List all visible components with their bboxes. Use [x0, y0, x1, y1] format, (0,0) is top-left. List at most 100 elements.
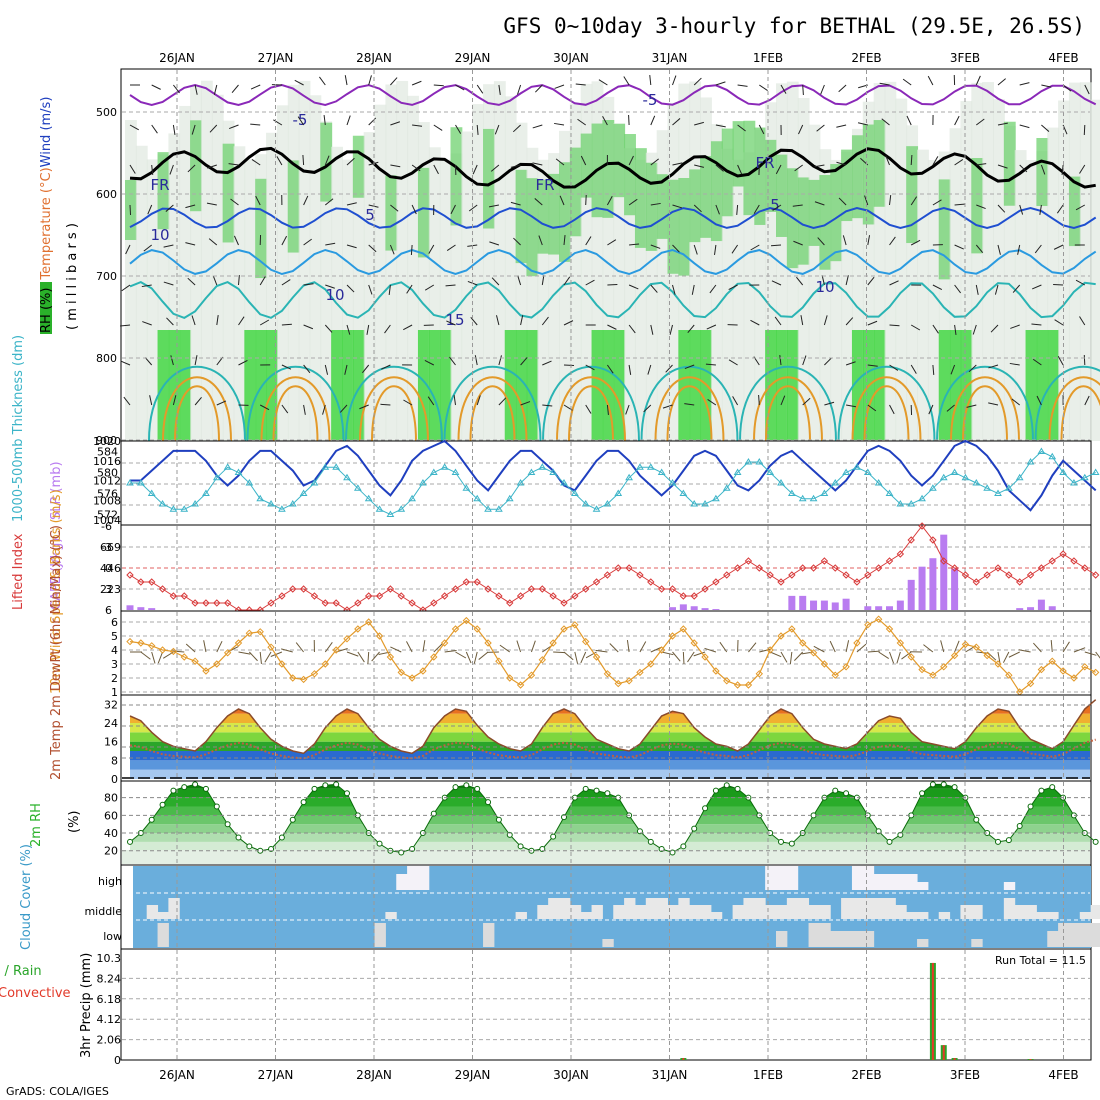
slp-frame — [121, 441, 1091, 525]
cloud-mid-block — [581, 912, 592, 919]
cloud-low-block — [602, 939, 613, 947]
cloud-low-block — [1047, 931, 1058, 947]
cloud-mid-block — [635, 905, 646, 919]
y-tick-label: 4.12 — [97, 1013, 122, 1026]
wind-barb — [434, 85, 444, 86]
cloud-high-block — [852, 866, 863, 890]
thickness-marker — [1093, 470, 1099, 475]
rh-marker — [833, 788, 838, 793]
cloud-high-block — [895, 874, 906, 890]
cape-bar — [919, 567, 926, 610]
y-tick-label: 5 — [111, 630, 118, 643]
rh-band-bright — [874, 330, 886, 440]
wind10m-barb — [1096, 652, 1100, 662]
rh-band-bright — [689, 330, 701, 440]
cape-li-panel: -6-3036669446223 Lifted Index CAPE (J/kg… — [11, 520, 1099, 617]
y-tick-label: 3 — [111, 658, 118, 671]
cloud-high-block — [874, 874, 885, 890]
rh2m-panel: 80604020 2m RH (%) — [29, 780, 1098, 868]
contour-label: 10 — [815, 278, 834, 296]
rh-band-bright — [592, 330, 604, 440]
rh-marker — [334, 782, 339, 787]
cape-bar — [691, 606, 698, 610]
cloud-low-block — [852, 931, 863, 947]
cloud-low-block — [1091, 923, 1100, 947]
convective-bar — [943, 1045, 945, 1060]
rh-band-bright — [429, 330, 441, 440]
rh-band-green — [353, 136, 365, 198]
cloud-high-block — [885, 874, 896, 890]
rh-marker — [930, 782, 935, 787]
precip-conv-legend: Convective — [0, 986, 71, 1001]
rh-ticks: 80604020 — [104, 792, 118, 858]
rh-marker — [920, 791, 925, 796]
rh-marker — [887, 839, 892, 844]
cape-bar — [1049, 606, 1056, 610]
y-tick-label: 700 — [96, 270, 117, 283]
convective-bar — [954, 1058, 956, 1060]
li-ylabel: Lifted Index — [11, 533, 26, 610]
cloud-mid-block — [863, 898, 874, 919]
contour-label: FR — [150, 176, 169, 194]
cloud-mid-block — [885, 898, 896, 919]
rh-band-green — [581, 134, 593, 198]
cloud-mid-block — [754, 898, 765, 919]
cloud-mid-block — [1080, 912, 1091, 919]
cloud-mid-block — [971, 905, 982, 919]
cloud-mid-block — [733, 905, 744, 919]
thickness-ylabel: 1000-500mb Thickness (dm) — [11, 335, 26, 522]
precip-panel: 10.38.246.184.122.060 Run Total = 11.5 T… — [0, 949, 1091, 1067]
date-label-bottom: 28JAN — [356, 1068, 392, 1082]
date-label-top: 28JAN — [356, 51, 392, 65]
cloud-mid-block — [158, 912, 169, 919]
cloud-high-block — [418, 866, 429, 890]
rh-marker — [713, 788, 718, 793]
cloud-mid-block — [1015, 905, 1026, 919]
rh-marker — [464, 783, 469, 788]
rh-band-green — [798, 177, 810, 264]
wind-barb — [629, 115, 630, 125]
cloud-low-block — [841, 931, 852, 947]
cloud-low-block — [1069, 923, 1080, 947]
rh-band-bright — [678, 330, 690, 440]
rh-band-light — [136, 146, 148, 441]
rh-marker — [290, 817, 295, 822]
y-tick-label: -6 — [101, 520, 112, 533]
cloud-mid-block — [895, 905, 906, 919]
date-label-top: 2FEB — [851, 51, 881, 65]
rh-marker — [1039, 788, 1044, 793]
cloud-mid-block — [906, 912, 917, 919]
contour-label: 5 — [770, 196, 780, 214]
top-date-axis: 26JAN 27JAN 28JAN 29JAN 30JAN 31JAN 1FEB 2FEB 3F… — [159, 51, 1079, 65]
cloud-high-block — [776, 866, 787, 890]
cloud-mid-block — [852, 898, 863, 919]
cape-bar — [712, 609, 719, 610]
wind-barb — [1053, 284, 1063, 285]
cloud-mid-block — [559, 898, 570, 919]
wind10m-barb — [683, 652, 684, 664]
rh-marker — [996, 839, 1001, 844]
rh-base — [122, 850, 1090, 864]
cloud-low-block — [971, 939, 982, 947]
rh-marker — [594, 788, 599, 793]
y-tick-label: 32 — [104, 698, 118, 711]
cloud-mid-block — [592, 905, 603, 919]
cloud-mid-block — [646, 898, 657, 919]
cloud-mid-block — [537, 905, 548, 919]
rh-marker — [182, 785, 187, 790]
cape-bar — [702, 608, 709, 610]
y-tick-label: 1008 — [93, 494, 121, 507]
pressure-ticks: 500600700800900 — [96, 106, 117, 447]
cape-bar — [127, 605, 134, 610]
rh-band-green — [483, 129, 495, 229]
cape-bar — [810, 601, 817, 610]
cape-bar — [929, 558, 936, 610]
date-label-bottom: 1FEB — [753, 1068, 783, 1082]
y-tick-label: 80 — [104, 792, 118, 805]
y-tick-label: 1020 — [93, 435, 121, 448]
cape-bar — [669, 607, 676, 610]
cape-bar — [951, 569, 958, 610]
contour-label: -5 — [643, 91, 658, 109]
rh-band-bright — [526, 330, 538, 440]
